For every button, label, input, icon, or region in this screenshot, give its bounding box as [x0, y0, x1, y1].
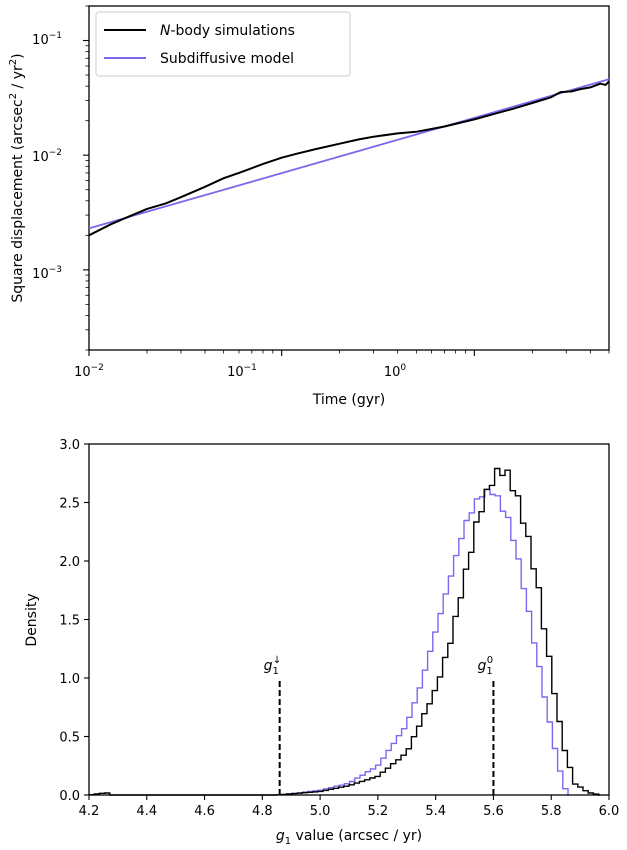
top-y-axis-label: Square displacement (arcsec2 / yr2)	[8, 53, 26, 302]
bottom-xtick-label: 4.8	[252, 804, 273, 819]
bottom-ytick-label: 3.0	[59, 438, 80, 453]
bottom-ytick-label: 2.5	[59, 497, 80, 512]
bottom-y-axis-label: Density	[24, 593, 40, 646]
bottom-xtick-label: 4.4	[136, 804, 157, 819]
annotation-label: g1↓	[264, 655, 282, 677]
top-ytick-label-1: 10−2	[32, 148, 62, 165]
bottom-xtick-label: 5.2	[368, 804, 389, 819]
bottom-plot-frame	[88, 443, 610, 796]
top-xtick-label-2: 100	[384, 363, 407, 380]
bottom-xtick-label: 5.8	[541, 804, 562, 819]
top-plot-frame	[88, 5, 610, 351]
top-x-axis-label: Time (gyr)	[312, 392, 386, 408]
bottom-xtick-label: 5.0	[310, 804, 331, 819]
bottom-ticks	[84, 443, 610, 800]
top-xtick-label-0: 10−2	[74, 363, 104, 380]
top-ticks	[83, 5, 610, 356]
bottom-series	[88, 467, 601, 796]
bottom-xtick-label: 6.0	[599, 804, 620, 819]
top-ytick-label-2: 10−1	[32, 31, 62, 48]
bottom-ytick-label: 2.0	[59, 555, 80, 570]
nbody-series-line	[88, 80, 610, 237]
bottom-x-tick-labels: 4.2 4.4 4.6 4.8 5.0 5.2 5.4 5.6 5.8 6.0	[79, 804, 620, 819]
top-chart: 10−2 10−1 100 10−3 10−2 10−1 Time (gyr) …	[8, 5, 610, 408]
top-ytick-label-0: 10−3	[32, 265, 62, 282]
bottom-y-tick-labels: 0.0 0.5 1.0 1.5 2.0 2.5 3.0	[59, 438, 80, 804]
bottom-x-axis-label: g1 value (arcsec / yr)	[276, 828, 422, 847]
legend-label-nbody: N-body simulations	[160, 23, 295, 39]
model-histogram	[276, 488, 569, 796]
bottom-xtick-label: 5.4	[425, 804, 446, 819]
bottom-ytick-label: 0.5	[59, 731, 80, 746]
bottom-chart: 4.2 4.4 4.6 4.8 5.0 5.2 5.4 5.6 5.8 6.0 0.0 0.5 1.0…	[24, 438, 619, 847]
bottom-ytick-label: 1.0	[59, 672, 80, 687]
legend-box	[95, 11, 351, 77]
nbody-histogram	[88, 467, 601, 796]
top-xtick-label-1: 10−1	[227, 363, 257, 380]
bottom-ytick-label: 0.0	[59, 789, 80, 804]
bottom-xtick-label: 4.2	[79, 804, 100, 819]
top-series	[88, 78, 610, 237]
bottom-xtick-label: 5.6	[483, 804, 504, 819]
legend-label-model: Subdiffusive model	[160, 51, 294, 67]
model-series-line	[88, 78, 610, 230]
top-legend: N-body simulations Subdiffusive model	[95, 11, 351, 77]
annotation-label: g10	[477, 655, 493, 677]
bottom-xtick-label: 4.6	[194, 804, 215, 819]
bottom-annotations: g1↓ g10	[264, 655, 495, 795]
bottom-ytick-label: 1.5	[59, 614, 80, 629]
